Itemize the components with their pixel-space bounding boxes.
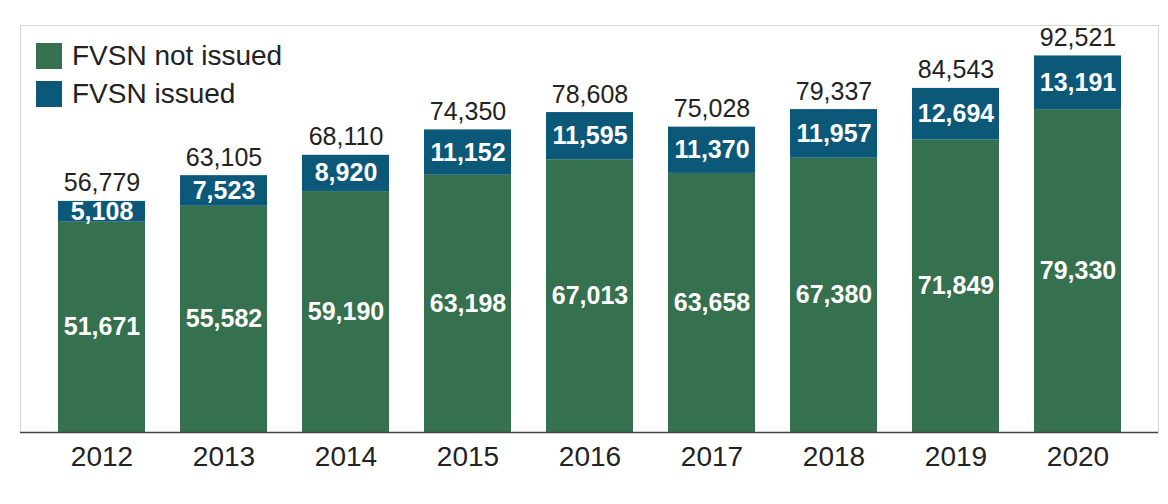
svg-text:68,110: 68,110 xyxy=(309,122,384,150)
svg-text:51,671: 51,671 xyxy=(64,312,141,340)
svg-text:84,543: 84,543 xyxy=(918,55,994,83)
svg-text:2018: 2018 xyxy=(803,441,865,472)
svg-text:2012: 2012 xyxy=(71,441,133,472)
svg-text:2013: 2013 xyxy=(193,441,255,472)
svg-text:12,694: 12,694 xyxy=(918,99,995,127)
svg-text:63,198: 63,198 xyxy=(430,289,507,317)
svg-text:2016: 2016 xyxy=(559,441,621,472)
svg-text:11,957: 11,957 xyxy=(796,119,871,147)
svg-text:7,523: 7,523 xyxy=(193,176,256,204)
svg-text:2015: 2015 xyxy=(437,441,499,472)
svg-text:2014: 2014 xyxy=(315,441,377,472)
svg-text:56,779: 56,779 xyxy=(64,168,140,196)
svg-text:71,849: 71,849 xyxy=(918,271,994,299)
svg-text:63,105: 63,105 xyxy=(186,143,262,171)
svg-text:2019: 2019 xyxy=(925,441,987,472)
svg-text:5,108: 5,108 xyxy=(71,197,134,225)
svg-text:67,380: 67,380 xyxy=(796,280,872,308)
svg-text:78,608: 78,608 xyxy=(552,80,628,108)
svg-text:8,920: 8,920 xyxy=(315,158,378,186)
svg-text:92,521: 92,521 xyxy=(1040,23,1116,51)
svg-text:11,152: 11,152 xyxy=(430,138,505,166)
html-text:FVSN issued: FVSN issued xyxy=(72,78,236,109)
svg-text:79,330: 79,330 xyxy=(1040,256,1116,284)
svg-text:11,595: 11,595 xyxy=(552,121,627,149)
svg-text:67,013: 67,013 xyxy=(552,281,628,309)
svg-text:2017: 2017 xyxy=(681,441,743,472)
svg-text:13,191: 13,191 xyxy=(1040,68,1117,96)
svg-text:59,190: 59,190 xyxy=(308,297,384,325)
html-text:FVSN not issued: FVSN not issued xyxy=(72,40,283,71)
svg-text:79,337: 79,337 xyxy=(796,77,872,105)
svg-text:75,028: 75,028 xyxy=(674,94,750,122)
svg-text:11,370: 11,370 xyxy=(674,135,749,163)
svg-text:2020: 2020 xyxy=(1047,441,1109,472)
svg-text:74,350: 74,350 xyxy=(430,97,506,125)
svg-text:63,658: 63,658 xyxy=(674,288,751,316)
svg-text:55,582: 55,582 xyxy=(186,304,262,332)
